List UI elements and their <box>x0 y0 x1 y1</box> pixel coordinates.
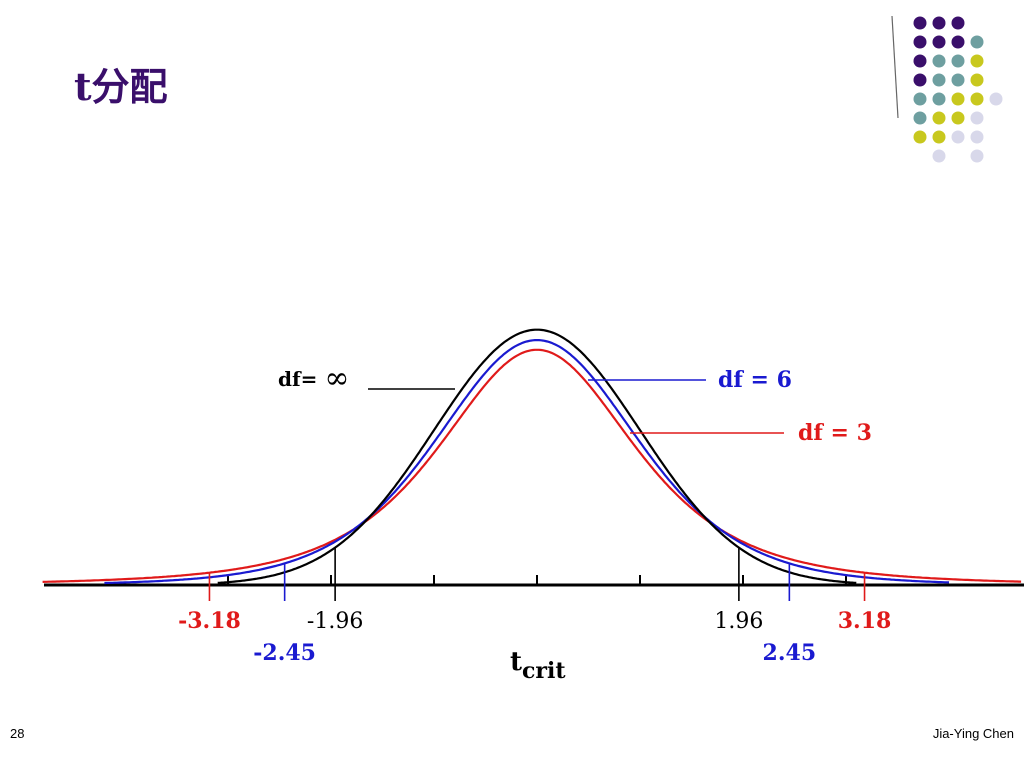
decoration-dot <box>951 130 965 144</box>
series-line-df-inf <box>217 328 857 584</box>
decoration-dot <box>913 92 927 106</box>
decoration-dot <box>951 92 965 106</box>
author-name: Jia-Ying Chen <box>932 726 1014 741</box>
series-line-df-6 <box>104 339 950 585</box>
decoration-dot <box>913 16 927 30</box>
x-axis-label: tcrit <box>510 647 566 684</box>
decoration-dot <box>951 73 965 87</box>
decoration-dot <box>970 35 984 49</box>
series-label-df-6: df = 6 <box>718 367 792 393</box>
t-distribution-chart: -3.18 -1.96 -2.45 1.96 3.18 2.45 df= ∞ df = 6 df… <box>42 328 1024 684</box>
decoration-dot <box>970 111 984 125</box>
decoration-dot <box>932 73 946 87</box>
decoration-dot <box>970 92 984 106</box>
infinity-symbol: ∞ <box>324 361 349 396</box>
decoration-dot <box>932 92 946 106</box>
decoration-dot <box>932 16 946 30</box>
page-number: 28 <box>10 726 25 741</box>
critical-value-label: -3.18 <box>178 608 241 634</box>
decoration-dot <box>970 149 984 163</box>
decoration-dot <box>932 35 946 49</box>
critical-value-label: 3.18 <box>838 608 892 634</box>
decoration-dot <box>951 16 965 30</box>
critical-value-label: -2.45 <box>253 640 316 666</box>
series-label-df-inf: df= ∞ <box>278 361 349 396</box>
x-axis-label-subscript: crit <box>522 658 566 684</box>
slide-title: t分配 <box>74 64 168 109</box>
decoration-dot <box>913 111 927 125</box>
series-label-prefix: df= <box>278 367 324 391</box>
decoration-dot <box>913 130 927 144</box>
series-label-df-3: df = 3 <box>798 420 872 446</box>
series-line-df-3 <box>42 348 1022 583</box>
x-axis-label-main: t <box>510 647 522 677</box>
decoration-divider-line <box>891 15 899 119</box>
decoration-dot <box>951 35 965 49</box>
decoration-dot <box>970 130 984 144</box>
decoration-dot <box>932 54 946 68</box>
critical-value-label: -1.96 <box>307 609 363 634</box>
decoration-dot <box>970 73 984 87</box>
critical-value-label: 1.96 <box>714 609 763 634</box>
decoration-dot <box>951 54 965 68</box>
decoration-dot <box>932 149 946 163</box>
decoration-dot <box>932 130 946 144</box>
decoration-dot <box>989 92 1003 106</box>
decoration-dot <box>951 111 965 125</box>
decoration-dot <box>970 54 984 68</box>
decoration-dot <box>913 35 927 49</box>
decoration-dot <box>932 111 946 125</box>
critical-value-label: 2.45 <box>763 640 817 666</box>
decoration-dot <box>913 54 927 68</box>
decoration-dot <box>913 73 927 87</box>
corner-dot-decoration <box>891 15 1003 163</box>
